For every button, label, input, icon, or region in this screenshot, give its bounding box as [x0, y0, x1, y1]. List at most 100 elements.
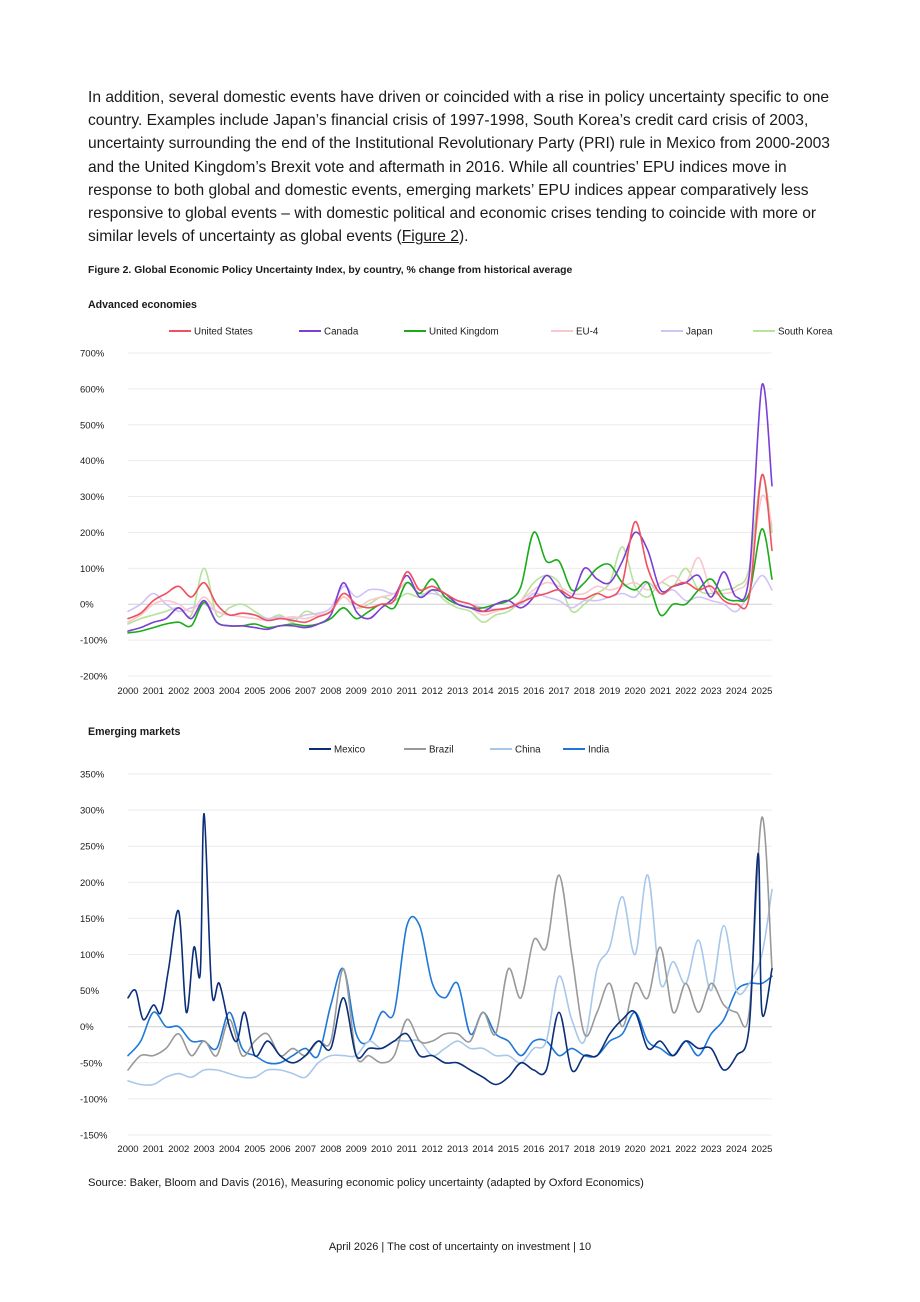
x-tick-label: 2011 [397, 1144, 417, 1155]
y-tick-label: -100% [80, 1094, 108, 1105]
x-tick-label: 2005 [244, 1144, 265, 1155]
y-tick-label: 0% [80, 1022, 94, 1033]
y-tick-label: 100% [80, 950, 105, 961]
x-tick-label: 2006 [270, 1144, 291, 1155]
x-tick-label: 2019 [599, 686, 620, 697]
legend-label: Japan [686, 327, 713, 338]
x-tick-label: 2013 [447, 1144, 468, 1155]
legend-label: United Kingdom [429, 327, 499, 338]
page-footer: April 2026 | The cost of uncertainty on … [328, 1241, 592, 1253]
x-tick-label: 2002 [168, 686, 189, 697]
x-tick-label: 2013 [447, 686, 468, 697]
x-tick-label: 2003 [193, 686, 214, 697]
y-tick-label: 300% [80, 806, 105, 817]
y-tick-label: 400% [80, 456, 105, 467]
legend-label: China [515, 745, 541, 756]
y-tick-label: 500% [80, 420, 105, 431]
y-tick-label: 50% [80, 986, 100, 997]
panel-title-advanced: Advanced economies [88, 299, 197, 311]
x-tick-label: 2004 [219, 686, 240, 697]
paragraph-text: In addition, several domestic events hav… [88, 89, 830, 246]
y-tick-label: 600% [80, 384, 105, 395]
x-tick-label: 2023 [701, 1144, 722, 1155]
x-tick-label: 2016 [523, 686, 544, 697]
series-line [127, 474, 773, 625]
x-tick-label: 2012 [422, 1144, 443, 1155]
legend-label: Canada [324, 327, 359, 338]
series-line [127, 915, 773, 1065]
x-tick-label: 2002 [168, 1144, 189, 1155]
figure-title: Figure 2. Global Economic Policy Uncerta… [88, 265, 573, 276]
legend-label: United States [194, 327, 253, 338]
x-tick-label: 2001 [143, 1144, 164, 1155]
advanced-economies-chart: -200% -100% 0% 100% 200% 300% 400% 500% 600% 700%… [80, 327, 833, 698]
legend-label: Mexico [334, 745, 366, 756]
x-tick-label: 2024 [726, 686, 747, 697]
body-paragraph: In addition, several domestic events hav… [88, 86, 836, 248]
x-tick-label: 2016 [523, 1144, 544, 1155]
x-tick-label: 2007 [295, 1144, 316, 1155]
x-tick-label: 2005 [244, 686, 265, 697]
figure-2-link[interactable]: Figure 2 [401, 228, 459, 246]
x-tick-label: 2019 [599, 1144, 620, 1155]
x-tick-label: 2015 [498, 1144, 519, 1155]
y-tick-label: -100% [80, 636, 108, 647]
legend-label: South Korea [778, 327, 833, 338]
x-tick-label: 2025 [751, 686, 772, 697]
legend-label: India [588, 745, 610, 756]
x-tick-label: 2020 [625, 686, 646, 697]
x-tick-label: 2012 [422, 686, 443, 697]
y-tick-label: -50% [80, 1058, 103, 1069]
x-tick-label: 2022 [675, 1144, 696, 1155]
x-tick-label: 2021 [650, 686, 671, 697]
x-tick-label: 2008 [320, 1144, 341, 1155]
x-tick-label: 2001 [143, 686, 164, 697]
y-tick-label: 200% [80, 528, 105, 539]
series-line [127, 816, 773, 1071]
series-line [127, 812, 773, 1086]
x-tick-label: 2021 [650, 1144, 671, 1155]
x-tick-label: 2025 [751, 1144, 772, 1155]
series-line [127, 383, 773, 632]
x-tick-label: 2004 [219, 1144, 240, 1155]
x-tick-label: 2018 [574, 1144, 595, 1155]
y-tick-label: -150% [80, 1131, 108, 1142]
x-tick-label: 2009 [346, 1144, 367, 1155]
legend-label: EU-4 [576, 327, 599, 338]
emerging-markets-chart: -150% -100% -50% 0% 50% 100% 150% 200% 250% 300% 3… [80, 745, 773, 1155]
x-tick-label: 2022 [675, 686, 696, 697]
x-tick-label: 2003 [193, 1144, 214, 1155]
x-tick-label: 2024 [726, 1144, 747, 1155]
x-tick-label: 2014 [472, 686, 493, 697]
x-tick-label: 2008 [320, 686, 341, 697]
panel-title-emerging: Emerging markets [88, 726, 181, 738]
y-tick-label: -200% [80, 672, 108, 683]
x-tick-label: 2011 [397, 686, 417, 697]
y-tick-label: 700% [80, 349, 105, 360]
y-tick-label: 350% [80, 770, 105, 781]
series-line [127, 528, 773, 634]
x-tick-label: 2023 [701, 686, 722, 697]
y-tick-label: 200% [80, 878, 105, 889]
x-tick-label: 2015 [498, 686, 519, 697]
x-tick-label: 2017 [548, 686, 569, 697]
x-tick-label: 2000 [117, 1144, 138, 1155]
y-tick-label: 250% [80, 842, 105, 853]
y-tick-label: 100% [80, 564, 105, 575]
x-tick-label: 2006 [270, 686, 291, 697]
x-tick-label: 2009 [346, 686, 367, 697]
x-tick-label: 2020 [625, 1144, 646, 1155]
series-line [127, 874, 773, 1086]
x-tick-label: 2018 [574, 686, 595, 697]
x-tick-label: 2007 [295, 686, 316, 697]
paragraph-text-end: ). [458, 228, 469, 246]
x-tick-label: 2010 [371, 686, 392, 697]
y-tick-label: 300% [80, 492, 105, 503]
x-tick-label: 2017 [548, 1144, 569, 1155]
x-tick-label: 2000 [117, 686, 138, 697]
y-tick-label: 0% [80, 600, 94, 611]
legend-label: Brazil [429, 745, 454, 756]
y-tick-label: 150% [80, 914, 105, 925]
x-tick-label: 2014 [472, 1144, 493, 1155]
x-tick-label: 2010 [371, 1144, 392, 1155]
